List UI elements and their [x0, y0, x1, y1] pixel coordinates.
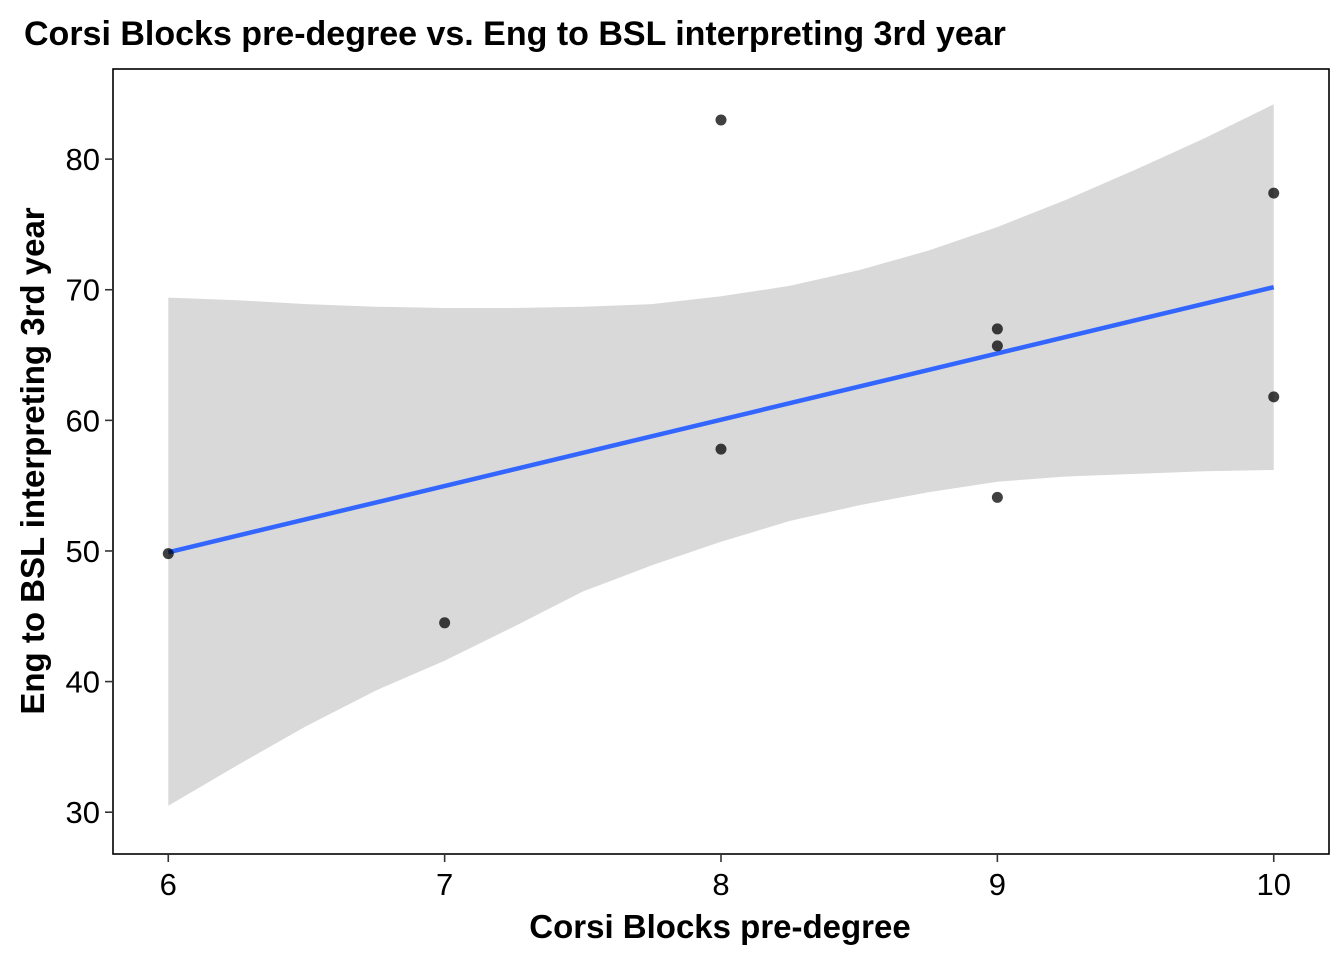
- x-tick-label: 8: [712, 867, 729, 902]
- x-tick-label: 7: [436, 867, 453, 902]
- data-points: [162, 114, 1280, 629]
- x-tick-label: 9: [989, 867, 1006, 902]
- y-tick-label: 50: [66, 534, 100, 569]
- data-point: [439, 617, 451, 629]
- x-axis: 6 7 8 9 10: [160, 854, 1291, 902]
- regression-line: [167, 284, 1275, 555]
- y-tick-label: 70: [66, 273, 100, 308]
- data-point: [991, 323, 1003, 335]
- y-axis-title: Eng to BSL interpreting 3rd year: [14, 207, 51, 714]
- y-tick-label: 40: [66, 665, 100, 700]
- chart-title: Corsi Blocks pre-degree vs. Eng to BSL i…: [24, 15, 1006, 53]
- x-tick-label: 10: [1256, 867, 1290, 902]
- confidence-band: [168, 104, 1274, 806]
- data-point: [1268, 391, 1280, 403]
- data-point: [991, 340, 1003, 352]
- data-point: [715, 114, 727, 126]
- data-point: [991, 491, 1003, 503]
- x-axis-title: Corsi Blocks pre-degree: [529, 908, 910, 945]
- y-tick-label: 30: [66, 795, 100, 830]
- y-tick-label: 80: [66, 142, 100, 177]
- plot-area: [162, 104, 1280, 806]
- data-point: [162, 548, 174, 560]
- data-point: [1268, 187, 1280, 199]
- y-axis: 30 40 50 60 70 80: [66, 142, 113, 830]
- y-tick-label: 60: [66, 403, 100, 438]
- data-point: [715, 443, 727, 455]
- x-tick-label: 6: [160, 867, 177, 902]
